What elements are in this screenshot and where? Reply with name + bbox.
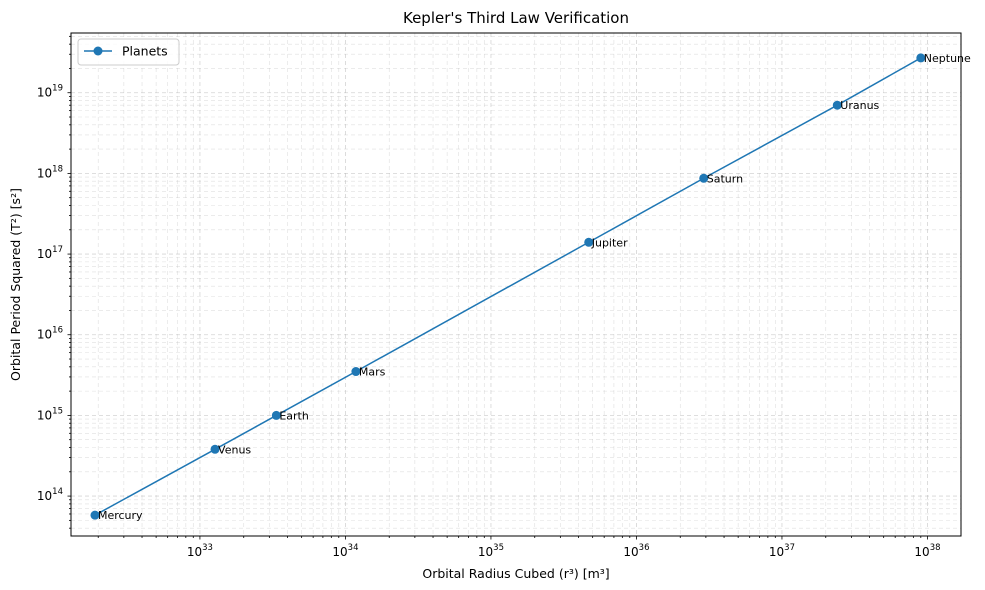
- y-tick-base: 10: [37, 489, 52, 503]
- data-point-jupiter: [584, 237, 594, 247]
- x-tick-exponent: 34: [348, 543, 359, 553]
- point-label-uranus: Uranus: [840, 99, 879, 112]
- x-tick-exponent: 38: [930, 543, 941, 553]
- point-label-jupiter: Jupiter: [591, 236, 628, 249]
- y-tick-label: 1019: [37, 84, 63, 100]
- point-label-neptune: Neptune: [924, 52, 971, 65]
- series-line-planets: [94, 57, 922, 516]
- point-labels: Mercury Venus Earth Mars Jupiter Saturn Uranus…: [98, 52, 971, 522]
- y-tick-base: 10: [37, 328, 52, 342]
- x-tick-exponent: 37: [784, 543, 795, 553]
- x-tick-label: 1036: [623, 543, 649, 559]
- data-point-mercury: [90, 510, 100, 520]
- y-tick-label: 1016: [37, 326, 63, 342]
- x-tick-base: 10: [187, 545, 202, 559]
- x-tick-label: 1034: [332, 543, 358, 559]
- legend: Planets: [77, 38, 180, 66]
- x-tick-label: 1033: [187, 543, 213, 559]
- y-tick-exponent: 16: [52, 326, 63, 336]
- data-point-saturn: [699, 173, 709, 183]
- point-label-mars: Mars: [359, 366, 386, 379]
- x-axis-label: Orbital Radius Cubed (r³) [m³]: [422, 566, 609, 581]
- chart-title: Kepler's Third Law Verification: [403, 9, 629, 27]
- y-tick-exponent: 14: [52, 487, 63, 497]
- x-tick-base: 10: [623, 545, 638, 559]
- y-tick-base: 10: [37, 86, 52, 100]
- point-label-saturn: Saturn: [707, 172, 743, 185]
- x-tick-label: 1035: [478, 543, 504, 559]
- ticks-layer: 1033 1034 1035 1036 1037 10381014101510161017…: [37, 35, 941, 559]
- x-tick-base: 10: [332, 545, 347, 559]
- plot-frame: [70, 32, 962, 537]
- y-tick-label: 1015: [37, 406, 63, 422]
- series-layer: [90, 53, 926, 520]
- y-tick-label: 1017: [37, 245, 63, 261]
- y-tick-exponent: 17: [52, 245, 63, 255]
- y-tick-exponent: 18: [52, 164, 63, 174]
- y-tick-base: 10: [37, 247, 52, 261]
- x-tick-label: 1038: [914, 543, 940, 559]
- y-tick-label: 1014: [37, 487, 63, 503]
- x-tick-base: 10: [478, 545, 493, 559]
- y-axis-label: Orbital Period Squared (T²) [s²]: [8, 188, 23, 381]
- x-tick-exponent: 36: [639, 543, 650, 553]
- y-tick-label: 1018: [37, 164, 63, 180]
- data-point-venus: [210, 444, 220, 454]
- data-point-earth: [271, 410, 281, 420]
- y-tick-base: 10: [37, 408, 52, 422]
- y-tick-exponent: 19: [52, 84, 63, 94]
- x-tick-base: 10: [769, 545, 784, 559]
- grid-layer: [71, 33, 961, 536]
- data-point-uranus: [832, 100, 842, 110]
- point-label-earth: Earth: [279, 409, 309, 422]
- x-tick-base: 10: [914, 545, 929, 559]
- y-tick-base: 10: [37, 166, 52, 180]
- legend-box: [77, 38, 180, 66]
- point-label-mercury: Mercury: [98, 509, 143, 522]
- x-tick-label: 1037: [769, 543, 795, 559]
- point-label-venus: Venus: [218, 443, 251, 456]
- y-tick-exponent: 15: [52, 406, 63, 416]
- data-point-mars: [351, 367, 361, 377]
- x-tick-exponent: 33: [202, 543, 213, 553]
- legend-entry-planets: Planets: [122, 44, 168, 59]
- data-point-neptune: [916, 53, 926, 63]
- legend-point-marker: [93, 46, 103, 56]
- x-tick-exponent: 35: [493, 543, 504, 553]
